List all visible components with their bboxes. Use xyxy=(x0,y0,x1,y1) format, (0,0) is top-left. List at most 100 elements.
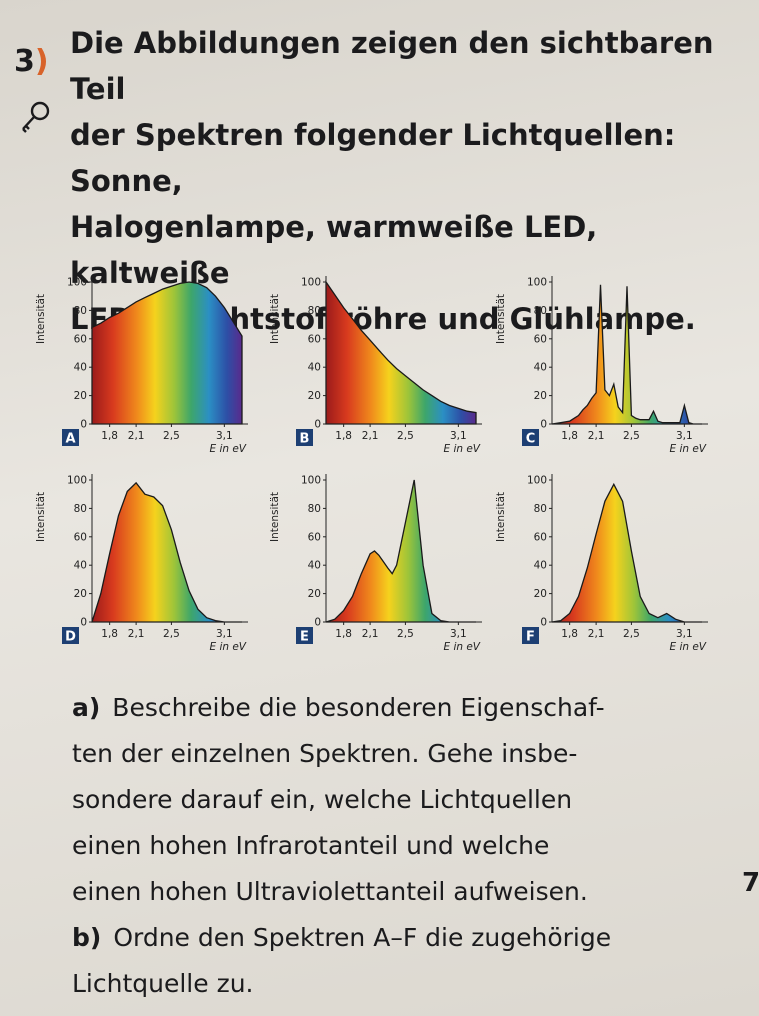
panel-letter: E xyxy=(300,630,309,645)
y-tick-label: 0 xyxy=(314,419,321,431)
y-tick-label: 40 xyxy=(308,560,321,572)
panel-letter-badge xyxy=(62,627,79,644)
y-tick-label: 100 xyxy=(67,475,87,487)
y-tick-label: 60 xyxy=(74,333,87,345)
task-introduction: Die Abbildungen zeigen den sichtbaren Te… xyxy=(70,20,740,342)
y-tick-label: 80 xyxy=(534,503,547,515)
spectrum-area-e xyxy=(325,479,476,623)
x-axis-title: E in eV xyxy=(443,641,480,653)
x-axis-title: E in eV xyxy=(669,443,706,455)
panel-letter-badge xyxy=(296,627,313,644)
y-tick-label: 0 xyxy=(540,419,547,431)
y-tick-label: 60 xyxy=(308,333,321,345)
x-tick-label: 2,5 xyxy=(163,628,180,640)
spectrum-area-c xyxy=(551,284,702,425)
x-axis-title: E in eV xyxy=(669,641,706,653)
question-b-line: Lichtquelle zu. xyxy=(72,969,254,998)
intro-line: Halogenlampe, warmweiße LED, kaltweiße xyxy=(70,210,598,290)
y-tick-label: 20 xyxy=(308,390,321,402)
question-a-line: einen hohen Ultraviolettanteil aufweisen… xyxy=(72,877,588,906)
x-tick-label: 3,1 xyxy=(216,628,233,640)
y-tick-label: 80 xyxy=(74,305,87,317)
margin-mark: 7 xyxy=(742,868,759,898)
y-tick-label: 60 xyxy=(534,531,547,543)
question-a-line: a) Beschreibe die besonderen Eigenschaf- xyxy=(72,693,605,722)
x-tick-label: 2,5 xyxy=(623,628,640,640)
x-tick-label: 3,1 xyxy=(216,430,233,442)
y-tick-label: 0 xyxy=(80,617,87,629)
intro-line: Die Abbildungen zeigen den sichtbaren Te… xyxy=(70,26,714,106)
spectrum-svg-c: 0 20 40 60 80 100 1,8 2,1 2,5 3,1E in eV Intensitä… xyxy=(495,276,708,455)
x-axis-title: E in eV xyxy=(209,443,246,455)
x-tick-label: 2,1 xyxy=(588,628,605,640)
x-tick-label: 1,8 xyxy=(561,430,578,442)
x-tick-label: 1,8 xyxy=(335,430,352,442)
y-axis-title: Intensität xyxy=(35,492,47,542)
x-tick-label: 3,1 xyxy=(676,628,693,640)
y-tick-label: 100 xyxy=(301,475,321,487)
key-icon xyxy=(22,101,50,133)
x-tick-label: 1,8 xyxy=(101,628,118,640)
y-tick-label: 80 xyxy=(534,305,547,317)
x-tick-label: 2,5 xyxy=(163,430,180,442)
x-tick-label: 1,8 xyxy=(561,628,578,640)
intro-line: der Spektren folgender Lichtquellen: Son… xyxy=(70,118,676,198)
spectrum-chart-b: 0 20 40 60 80 100 1,8 2,1 2,5 3,1 E in eV Intensitä… xyxy=(264,262,506,462)
spectrum-svg-b: 0 20 40 60 80 100 1,8 2,1 2,5 3,1E in eV Intensitä… xyxy=(269,276,482,455)
y-tick-label: 60 xyxy=(74,531,87,543)
spectrum-area-f xyxy=(551,482,702,623)
x-tick-label: 2,1 xyxy=(362,430,379,442)
question-a-line: ten der einzelnen Spektren. Gehe insbe- xyxy=(72,739,578,768)
y-axis-title: Intensität xyxy=(269,492,281,542)
x-tick-label: 1,8 xyxy=(101,430,118,442)
y-tick-label: 0 xyxy=(80,419,87,431)
y-tick-label: 100 xyxy=(527,277,547,289)
y-tick-label: 40 xyxy=(74,362,87,374)
x-tick-label: 3,1 xyxy=(450,628,467,640)
panel-letter: B xyxy=(300,432,310,447)
spectrum-area-a xyxy=(91,281,243,425)
question-a-label: a) xyxy=(72,693,101,722)
x-tick-label: 2,1 xyxy=(588,430,605,442)
y-tick-label: 20 xyxy=(74,390,87,402)
x-tick-label: 2,5 xyxy=(397,430,414,442)
spectrum-chart-f: 0 20 40 60 80 100 1,8 2,1 2,5 3,1 E in eV Intensitä… xyxy=(490,460,732,660)
spectrum-svg-a: 0 20 40 60 80 100 1,8 2,1 2,5 3,1E in eV Intensitä… xyxy=(35,276,248,455)
y-tick-label: 60 xyxy=(308,531,321,543)
task-number-bracket: ) xyxy=(34,44,49,79)
x-tick-label: 2,1 xyxy=(128,628,145,640)
panel-letter: D xyxy=(65,630,76,645)
y-tick-label: 20 xyxy=(534,390,547,402)
spectrum-chart-a: 0 20 40 60 80 100 1,8 2,1 2,5 3,1 E in eV Intensitä… xyxy=(30,262,272,462)
y-tick-label: 20 xyxy=(534,588,547,600)
question-a-line: sondere darauf ein, welche Lichtquellen xyxy=(72,785,573,814)
questions: a) Beschreibe die besonderen Eigenschaf- … xyxy=(72,685,732,1007)
question-a-line: einen hohen Infrarotanteil und welche xyxy=(72,831,550,860)
spectrum-chart-d: 0 20 40 60 80 100 1,8 2,1 2,5 3,1 E in eV Intensitä… xyxy=(30,460,272,660)
spectrum-area-b xyxy=(325,279,477,425)
y-tick-label: 80 xyxy=(308,305,321,317)
panel-letter-badge xyxy=(62,429,79,446)
task-number-digit: 3 xyxy=(14,44,35,79)
x-tick-label: 2,5 xyxy=(397,628,414,640)
y-tick-label: 40 xyxy=(534,560,547,572)
y-axis-title: Intensität xyxy=(269,294,281,344)
y-tick-label: 40 xyxy=(534,362,547,374)
y-axis-title: Intensität xyxy=(35,294,47,344)
y-tick-label: 40 xyxy=(308,362,321,374)
panel-letter-badge xyxy=(522,627,539,644)
panel-letter: A xyxy=(65,432,75,447)
y-tick-label: 100 xyxy=(527,475,547,487)
y-axis-title: Intensität xyxy=(495,294,507,344)
y-tick-label: 20 xyxy=(308,588,321,600)
question-b-label: b) xyxy=(72,923,102,952)
question-b-line: b) Ordne den Spektren A–F die zugehörige xyxy=(72,923,612,952)
spectrum-svg-e: 0 20 40 60 80 100 1,8 2,1 2,5 3,1E in eV Intensitä… xyxy=(269,474,482,653)
x-tick-label: 1,8 xyxy=(335,628,352,640)
y-tick-label: 100 xyxy=(67,277,87,289)
x-tick-label: 2,1 xyxy=(128,430,145,442)
x-tick-label: 3,1 xyxy=(450,430,467,442)
x-tick-label: 2,5 xyxy=(623,430,640,442)
x-axis-title: E in eV xyxy=(443,443,480,455)
spectrum-area-d xyxy=(91,481,242,623)
